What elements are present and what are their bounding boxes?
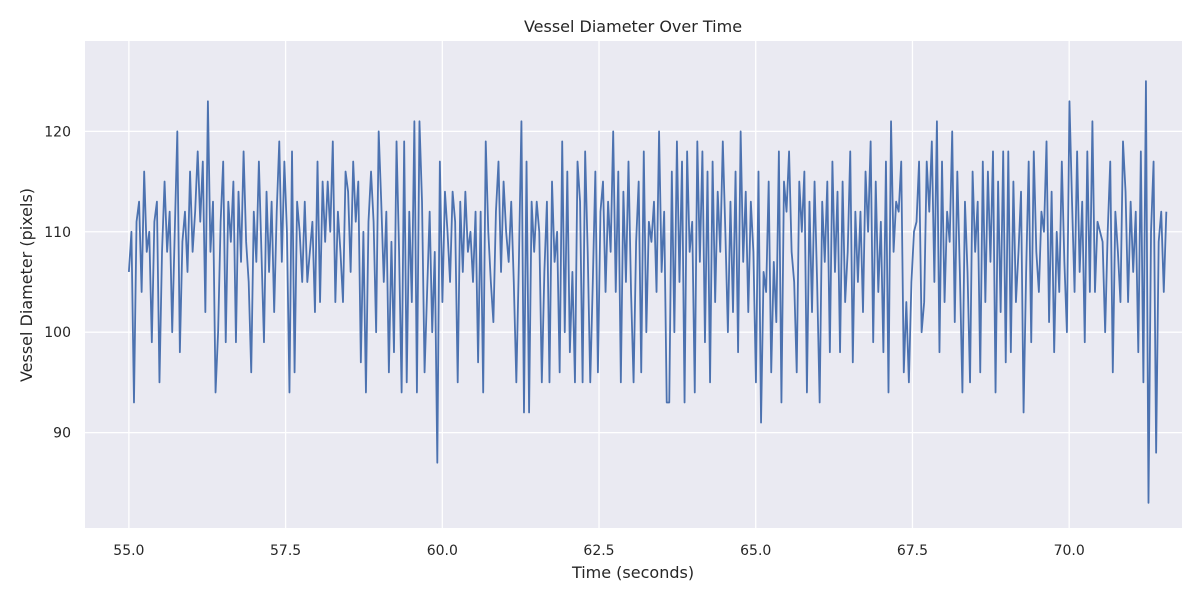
plot-background xyxy=(85,41,1182,528)
y-tick-labels: 90 100 110 120 xyxy=(44,124,71,441)
series-layer xyxy=(127,80,1168,504)
x-tick-label: 55.0 xyxy=(113,543,144,559)
x-tick-labels: 55.0 57.5 60.0 62.5 65.0 67.5 70.0 xyxy=(113,543,1084,559)
series-line xyxy=(127,80,1168,504)
chart-title: Vessel Diameter Over Time xyxy=(524,17,742,36)
y-tick-label: 90 xyxy=(53,426,71,442)
x-tick-label: 70.0 xyxy=(1054,543,1085,559)
y-tick-label: 120 xyxy=(44,124,71,140)
x-tick-label: 62.5 xyxy=(583,543,614,559)
x-axis-label: Time (seconds) xyxy=(571,563,694,582)
x-tick-label: 65.0 xyxy=(740,543,771,559)
y-axis-label: Vessel Diameter (pixels) xyxy=(17,188,36,382)
x-tick-label: 60.0 xyxy=(427,543,458,559)
x-tick-label: 57.5 xyxy=(270,543,301,559)
x-tick-label: 67.5 xyxy=(897,543,928,559)
y-tick-label: 100 xyxy=(44,325,71,341)
y-tick-label: 110 xyxy=(44,225,71,241)
